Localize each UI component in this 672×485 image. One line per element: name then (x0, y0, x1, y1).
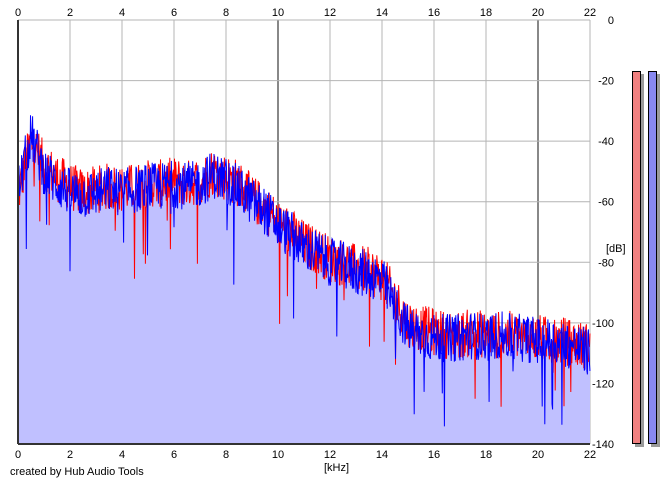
series-line-2 (17, 115, 591, 427)
y-axis-label: [dB] (606, 243, 626, 255)
x-tick-label-top: 20 (532, 7, 544, 19)
x-tick-label-bottom: 2 (67, 449, 73, 461)
x-tick-label-top: 6 (171, 7, 177, 19)
x-tick-label-top: 14 (376, 7, 388, 19)
y-tick-label: -40 (598, 136, 614, 148)
x-tick-label-top: 12 (324, 7, 336, 19)
y-tick-label: -140 (592, 439, 614, 451)
x-tick-label-bottom: 12 (324, 449, 336, 461)
x-axis-label: [kHz] (324, 462, 349, 474)
x-tick-label-top: 2 (67, 7, 73, 19)
credit-text: created by Hub Audio Tools (10, 466, 144, 478)
y-tick-label: -120 (592, 378, 614, 390)
x-tick-label-top: 18 (480, 7, 492, 19)
x-tick-label-bottom: 22 (584, 449, 596, 461)
x-tick-label-top: 8 (223, 7, 229, 19)
x-tick-label-top: 4 (119, 7, 125, 19)
x-tick-labels-top: 0 2 4 6 8 10 12 14 16 18 20 22 (15, 7, 596, 19)
spectrum-lines (17, 115, 591, 427)
x-tick-label-bottom: 8 (223, 449, 229, 461)
y-tick-label: -20 (598, 76, 614, 88)
x-tick-label-bottom: 14 (376, 449, 388, 461)
x-tick-label-top: 0 (15, 7, 21, 19)
x-tick-label-bottom: 18 (480, 449, 492, 461)
plot-frame (17, 20, 590, 445)
y-tick-label: -60 (598, 197, 614, 209)
level-meter-left (632, 71, 641, 444)
x-tick-label-bottom: 20 (532, 449, 544, 461)
level-meter-right (648, 71, 657, 444)
x-tick-label-bottom: 6 (171, 449, 177, 461)
x-tick-label-bottom: 10 (272, 449, 284, 461)
y-tick-labels: 0 -20 -40 -60 -80 -100 -120 -140 (592, 15, 614, 451)
x-tick-label-bottom: 4 (119, 449, 125, 461)
x-tick-label-bottom: 0 (15, 449, 21, 461)
x-tick-label-top: 16 (428, 7, 440, 19)
x-tick-labels-bottom: 0 2 4 6 8 10 12 14 16 18 20 22 (15, 449, 596, 461)
y-tick-label: -80 (598, 257, 614, 269)
y-tick-label: 0 (608, 15, 614, 27)
y-tick-label: -100 (592, 318, 614, 330)
x-tick-label-top: 22 (584, 7, 596, 19)
x-tick-label-top: 10 (272, 7, 284, 19)
x-tick-label-bottom: 16 (428, 449, 440, 461)
